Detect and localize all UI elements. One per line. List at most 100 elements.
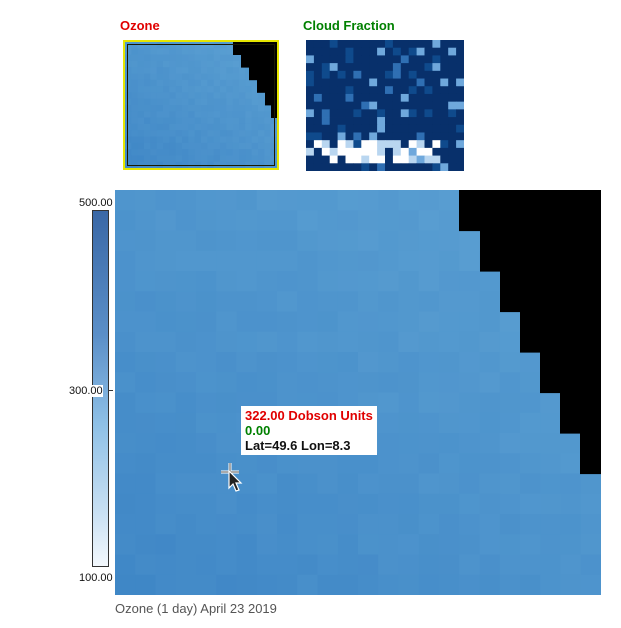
ozone-thumbnail-cell: [150, 54, 158, 62]
no-data-cell: [249, 73, 277, 81]
ozone-thumbnail-cell: [131, 117, 139, 125]
ozone-thumbnail[interactable]: [123, 40, 279, 170]
cloud-fraction-cell: [432, 47, 441, 56]
ozone-thumbnail-cell: [144, 48, 151, 55]
ozone-thumbnail-cell: [232, 54, 240, 62]
ozone-thumbnail-cell: [201, 149, 208, 156]
ozone-map[interactable]: [115, 190, 601, 595]
cloud-fraction-cell: [361, 40, 370, 49]
cloud-fraction-cell: [408, 101, 417, 110]
ozone-thumbnail-cell: [232, 142, 240, 150]
thumbnail-selection-frame: [127, 44, 275, 166]
cloud-fraction-thumbnail[interactable]: [306, 40, 464, 171]
ozone-cell: [196, 534, 217, 556]
ozone-cell: [135, 331, 157, 353]
ozone-thumbnail-cell: [131, 142, 139, 150]
ozone-cell: [175, 250, 197, 272]
cloud-fraction-cell: [392, 78, 402, 87]
cloud-fraction-cell: [456, 55, 464, 64]
ozone-cell: [216, 514, 238, 535]
cloud-fraction-cell: [440, 55, 449, 64]
ozone-thumbnail-cell: [232, 130, 240, 137]
ozone-cell: [216, 352, 238, 373]
ozone-cell: [499, 372, 521, 394]
ozone-cell: [135, 250, 157, 272]
ozone-thumbnail-cell: [188, 136, 196, 144]
ozone-thumbnail-cell: [245, 142, 253, 150]
ozone-cell: [256, 534, 278, 556]
ozone-thumbnail-cell: [201, 117, 208, 125]
ozone-cell: [135, 210, 157, 232]
ozone-thumbnail-cell: [220, 105, 227, 112]
ozone-cell: [317, 291, 339, 313]
cloud-fraction-cell: [329, 109, 338, 118]
cloud-fraction-cell: [306, 163, 315, 171]
ozone-thumbnail-cell: [245, 67, 253, 74]
cloud-fraction-cell: [440, 124, 449, 133]
ozone-thumbnail-cell: [245, 123, 253, 131]
ozone-cell: [540, 473, 562, 495]
ozone-cell: [256, 473, 278, 495]
cloud-fraction-cell: [337, 147, 346, 156]
cloud-fraction-cell: [416, 78, 425, 87]
cloud-fraction-cell: [329, 63, 338, 72]
ozone-thumbnail-cell: [264, 149, 272, 156]
cloud-fraction-cell: [353, 101, 362, 110]
ozone-cell: [175, 574, 197, 595]
ozone-thumbnail-cell: [245, 161, 253, 168]
ozone-cell: [155, 372, 177, 394]
cloud-fraction-cell: [377, 78, 386, 87]
cloud-fraction-cell: [440, 63, 449, 72]
ozone-thumbnail-cell: [220, 155, 227, 163]
cloud-fraction-cell: [392, 117, 402, 126]
ozone-thumbnail-cell: [144, 60, 151, 68]
ozone-thumbnail-cell: [194, 67, 202, 74]
ozone-cell: [317, 210, 339, 232]
cloud-fraction-cell: [369, 93, 378, 103]
ozone-cell: [317, 574, 339, 595]
ozone-cell: [175, 291, 197, 313]
ozone-thumbnail-cell: [251, 130, 259, 137]
ozone-cell: [216, 230, 238, 252]
ozone-cell: [499, 331, 521, 353]
cloud-fraction-cell: [313, 55, 323, 64]
ozone-thumbnail-cell: [213, 161, 221, 168]
ozone-cell: [499, 311, 521, 333]
ozone-thumbnail-cell: [131, 92, 139, 100]
ozone-thumbnail-cell: [258, 142, 265, 150]
ozone-cell: [337, 291, 359, 313]
cloud-fraction-cell: [345, 40, 354, 49]
ozone-thumbnail-cell: [264, 105, 272, 112]
ozone-cell: [459, 473, 481, 495]
ozone-cell: [175, 493, 197, 515]
cloud-fraction-cell: [408, 93, 417, 103]
cloud-fraction-cell: [456, 93, 464, 103]
ozone-cell: [398, 352, 420, 373]
cloud-fraction-cell: [337, 70, 346, 79]
ozone-cell: [236, 190, 258, 211]
ozone-thumbnail-cell: [245, 73, 253, 81]
ozone-thumbnail-cell: [194, 73, 202, 81]
cloud-fraction-cell: [416, 155, 425, 164]
ozone-thumbnail-cell: [194, 48, 202, 55]
cloud-fraction-cell: [369, 124, 378, 133]
cloud-fraction-thumbnail-map: [306, 40, 464, 171]
cloud-fraction-cell: [448, 70, 457, 79]
ozone-thumbnail-cell: [137, 73, 145, 81]
ozone-cell: [418, 412, 440, 434]
ozone-cell: [175, 433, 197, 454]
cloud-fraction-cell: [306, 132, 315, 141]
ozone-cell: [196, 372, 217, 394]
ozone-thumbnail-cell: [194, 79, 202, 87]
cloud-fraction-cell: [456, 40, 464, 49]
ozone-thumbnail-cell: [239, 92, 246, 100]
ozone-cell: [115, 352, 136, 373]
cloud-fraction-cell: [400, 70, 410, 79]
cloud-fraction-cell: [321, 101, 331, 110]
ozone-cell: [459, 433, 481, 454]
ozone-thumbnail-cell: [264, 136, 272, 144]
ozone-cell: [317, 331, 339, 353]
no-data-cell: [500, 271, 601, 292]
ozone-cell: [135, 453, 157, 475]
ozone-cell: [358, 372, 379, 394]
